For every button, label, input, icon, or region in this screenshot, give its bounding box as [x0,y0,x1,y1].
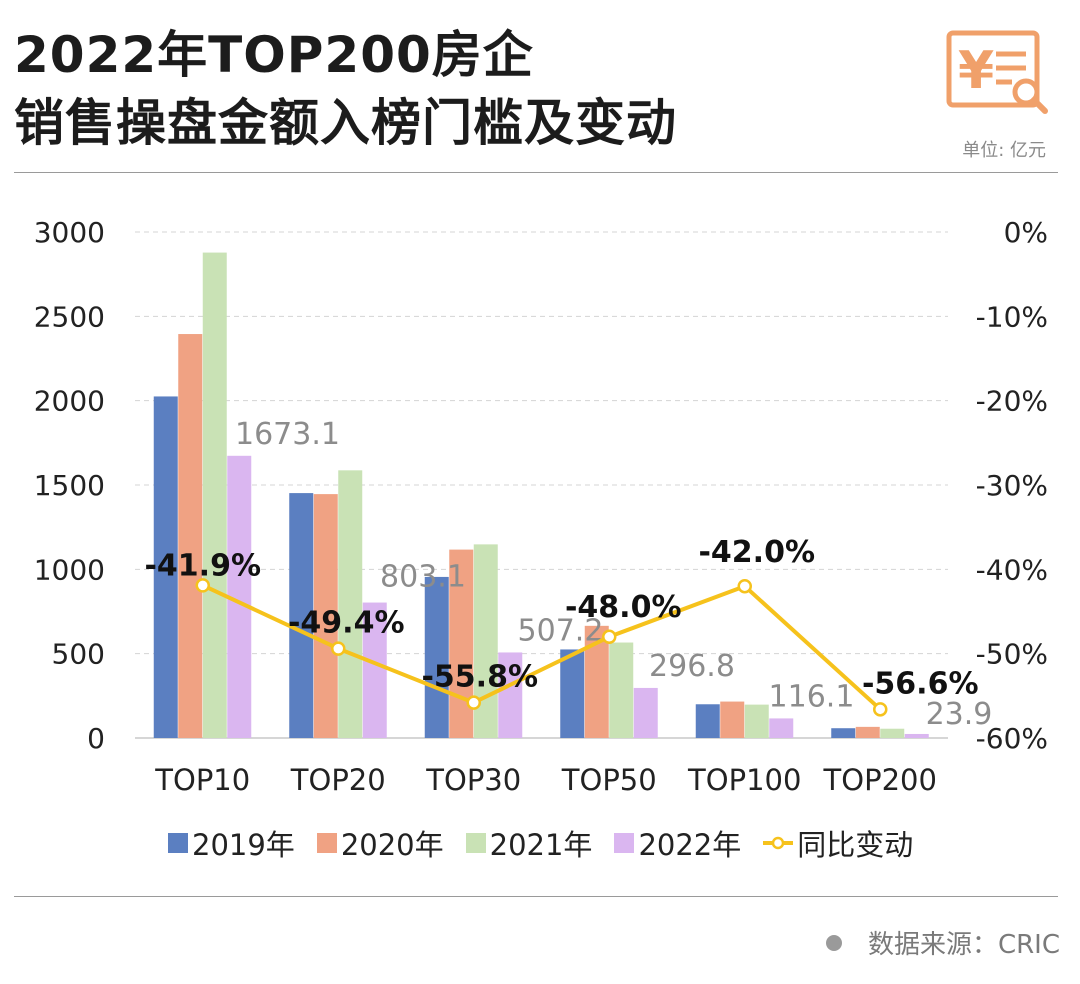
receipt-search-icon: ¥ [946,30,1048,114]
legend-label-2019: 2019年 [192,828,295,862]
data-source: 数据来源：CRIC [825,924,1060,961]
bar-line-chart: 0 500 1000 1500 2000 2500 3000 -60% -50% -40% -30%… [34,216,1048,797]
x-tick-label: TOP50 [561,763,657,797]
bar-2021年-TOP30 [473,544,498,738]
y-right-tick-label: -50% [976,638,1048,671]
x-tick-label: TOP30 [425,763,521,797]
yoy-data-label: -55.8% [421,660,538,695]
bar-2021年-TOP50 [609,642,634,738]
legend-swatch-2020 [316,833,337,853]
bar-2021年-TOP200 [880,728,905,738]
yoy-point [195,578,210,593]
bar-2021年-TOP10 [202,252,227,738]
source-label: 数据来源：CRIC [867,930,1060,960]
y-left-tick-label: 0 [87,722,105,755]
y-right-tick-label: -10% [976,300,1048,333]
yoy-point [331,641,346,656]
bar-value-label-2022: 116.1 [769,679,855,714]
yoy-data-label: -42.0% [698,535,815,570]
yoy-point [873,702,888,717]
bar-value-label-2022: 296.8 [649,649,735,684]
chart-title-line2: 销售操盘金额入榜门槛及变动 [14,94,677,152]
y-left-tick-label: 3000 [34,216,105,249]
unit-label: 单位: 亿元 [962,140,1046,161]
yoy-point [466,695,481,710]
bar-2019年-TOP50 [560,649,585,738]
bar-value-label-2022: 507.2 [518,613,604,648]
y-left-tick-label: 2000 [34,385,105,418]
source-bullet-icon [825,934,842,951]
legend-swatch-2019 [168,833,188,853]
yoy-point [737,578,752,594]
y-left-tick-label: 1000 [34,553,105,586]
y-left-tick-label: 1500 [34,469,105,502]
x-tick-label: TOP20 [290,763,386,797]
bar-2020年-TOP10 [178,334,203,738]
bar-2020年-TOP100 [720,701,745,738]
y-right-tick-label: -60% [976,722,1048,755]
bar-2019年-TOP100 [695,704,720,738]
y-right-tick-label: -30% [976,469,1048,502]
legend-swatch-2021 [465,833,486,853]
bar-2019年-TOP20 [289,493,314,738]
bar-2019年-TOP10 [153,396,178,738]
legend-item-2019: 2019年 [168,822,295,864]
bar-2022年-TOP100 [769,718,794,738]
y-right-tick-label: 0% [1004,216,1048,249]
bar-2021年-TOP20 [338,470,363,738]
yoy-line [201,583,882,711]
yoy-data-label: -49.4% [288,606,405,641]
chart-title-line1: 2022年TOP200房企 [14,26,534,84]
legend-item-2020: 2020年 [316,822,444,864]
yoy-point [602,629,617,645]
x-tick-label: TOP200 [823,763,937,797]
bar-2022年-TOP50 [633,687,658,738]
y-left-tick-label: 2500 [34,300,105,333]
legend: 2019年 2020年 2021年 2022年 同比变动 [168,822,935,864]
bar-2020年-TOP200 [855,726,880,738]
legend-label-2020: 2020年 [340,828,444,862]
legend-item-2021: 2021年 [465,822,593,864]
y-right-tick-label: -40% [976,553,1048,586]
bar-value-label-2022: 803.1 [380,560,466,595]
bar-2021年-TOP100 [744,704,769,738]
yoy-data-label: -48.0% [565,590,682,625]
bar-value-label-2022: 1673.1 [235,417,340,452]
y-right-tick-label: -20% [976,385,1048,418]
bar-value-label-2022: 23.9 [926,697,993,732]
x-tick-label: TOP100 [687,763,801,797]
legend-swatch-2022 [614,833,635,853]
bar-2019年-TOP200 [831,728,856,738]
legend-label-2022: 2022年 [638,828,742,862]
x-tick-label: TOP10 [154,763,250,797]
bar-2022年-TOP20 [362,602,387,738]
legend-label-2021: 2021年 [489,828,593,862]
legend-swatch-yoy [763,836,794,850]
bar-2022年-TOP200 [904,733,929,738]
legend-label-yoy: 同比变动 [797,828,914,862]
legend-item-2022: 2022年 [614,822,741,864]
yoy-data-label: -41.9% [144,548,261,583]
bar-2022年-TOP30 [498,652,523,738]
bottom-divider [14,896,1058,897]
yoy-data-label: -56.6% [862,666,979,701]
bar-2020年-TOP20 [313,494,338,738]
legend-item-yoy: 同比变动 [763,822,913,864]
y-left-tick-label: 500 [52,638,105,671]
bar-2019年-TOP30 [424,576,449,738]
logo-yen-glyph: ¥ [958,41,994,101]
top-divider [14,172,1058,173]
